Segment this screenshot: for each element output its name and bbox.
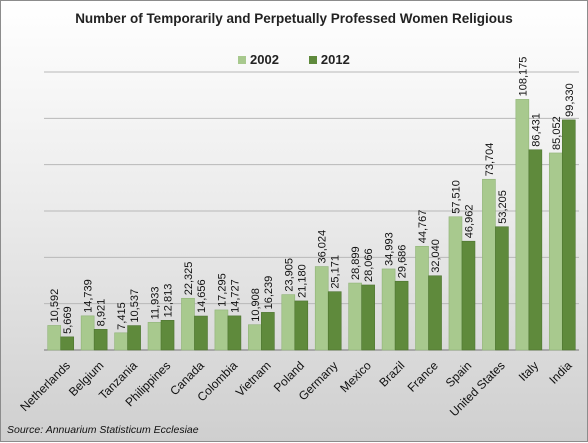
legend-item-2002: 2002	[238, 52, 279, 67]
bar-2012-colombia	[227, 315, 242, 351]
data-label-2012-netherlands: 5,669	[62, 306, 74, 334]
data-label-2012-france: 32,040	[430, 239, 442, 273]
data-label-2002-germany: 36,024	[317, 230, 329, 264]
data-label-2012-belgium: 8,921	[96, 299, 108, 327]
category-label-mexico: Mexico	[337, 358, 374, 395]
data-label-2002-tanzania: 7,415	[116, 302, 128, 330]
bar-2002-india	[548, 152, 563, 351]
source-note: Source: Annuarium Statisticum Ecclesiae	[7, 424, 199, 436]
data-label-2002-india: 85,052	[551, 116, 563, 150]
bar-2002-vietnam	[248, 324, 262, 351]
bar-2002-colombia	[214, 309, 229, 351]
bar-2002-mexico	[348, 282, 362, 351]
category-label-france: France	[405, 358, 442, 395]
category-label-vietnam: Vietnam	[233, 358, 274, 399]
data-label-2002-france: 44,767	[417, 210, 429, 244]
data-label-2012-mexico: 28,066	[363, 248, 375, 282]
legend: 2002 2012	[238, 52, 380, 67]
category-label-india: India	[546, 358, 575, 387]
data-label-2002-poland: 23,905	[283, 258, 295, 292]
category-label-italy: Italy	[516, 358, 541, 383]
bar-2012-tanzania	[127, 325, 141, 351]
legend-label-2002: 2002	[250, 52, 279, 67]
bar-2002-belgium	[80, 315, 95, 351]
bar-2002-philippines	[147, 322, 162, 351]
legend-item-2012: 2012	[308, 52, 350, 67]
data-label-2002-united-states: 73,704	[484, 143, 496, 177]
data-label-2012-italy: 86,431	[530, 113, 542, 147]
bar-2012-germany	[327, 291, 342, 351]
bar-2012-netherlands	[60, 336, 75, 351]
bar-2002-tanzania	[114, 332, 128, 351]
data-label-2002-colombia: 17,295	[216, 273, 228, 307]
bar-2002-canada	[181, 297, 195, 351]
data-label-2002-spain: 57,510	[450, 180, 462, 214]
bar-2012-mexico	[361, 284, 375, 351]
data-label-2012-united-states: 53,205	[497, 190, 509, 224]
legend-swatch-2012	[308, 55, 317, 64]
data-label-2002-canada: 22,325	[183, 262, 195, 296]
legend-label-2012: 2012	[320, 52, 350, 67]
bar-2012-vietnam	[261, 312, 275, 351]
data-label-2012-tanzania: 10,537	[129, 289, 141, 323]
bar-2002-france	[415, 245, 429, 351]
bar-2012-belgium	[93, 329, 108, 351]
legend-swatch-2002	[238, 55, 246, 64]
bar-2002-poland	[281, 294, 296, 351]
data-label-2002-brazil: 34,993	[384, 232, 396, 266]
bar-2012-canada	[194, 315, 208, 351]
data-label-2002-vietnam: 10,908	[250, 288, 262, 322]
bar-2012-italy	[528, 149, 543, 351]
bar-2002-italy	[515, 99, 530, 351]
bar-2012-philippines	[160, 320, 175, 351]
chart-title: Number of Temporarily and Perpetually Pr…	[75, 11, 513, 26]
bar-2012-india	[561, 119, 576, 351]
data-label-2002-mexico: 28,899	[350, 246, 362, 280]
bar-2002-germany	[314, 266, 329, 351]
category-label-netherlands: Netherlands	[17, 358, 73, 414]
data-label-2012-vietnam: 16,239	[263, 276, 275, 310]
category-label-brazil: Brazil	[376, 358, 407, 389]
data-label-2002-philippines: 11,933	[150, 287, 162, 320]
data-label-2012-colombia: 14,727	[229, 279, 241, 313]
bar-2012-poland	[294, 300, 309, 351]
bar-2002-netherlands	[47, 325, 62, 351]
bar-2012-brazil	[394, 280, 409, 351]
data-label-2012-india: 99,330	[564, 83, 576, 117]
data-label-2012-philippines: 12,813	[163, 284, 175, 318]
bar-2002-united-states	[482, 178, 496, 351]
data-label-2002-netherlands: 10,592	[49, 289, 61, 323]
data-label-2012-brazil: 29,686	[397, 245, 409, 279]
bar-2012-spain	[461, 240, 476, 351]
bar-2012-united-states	[495, 226, 509, 351]
data-label-2012-canada: 14,656	[196, 279, 208, 313]
data-label-2012-germany: 25,171	[330, 255, 342, 289]
data-label-2002-italy: 108,175	[517, 57, 529, 97]
data-label-2012-poland: 21,180	[296, 264, 308, 298]
data-label-2002-belgium: 14,739	[83, 279, 95, 313]
bar-2012-france	[428, 275, 442, 351]
category-label-spain: Spain	[443, 358, 475, 390]
bar-2002-brazil	[381, 268, 396, 351]
bar-2002-spain	[448, 216, 463, 351]
data-label-2012-spain: 46,962	[463, 205, 475, 239]
